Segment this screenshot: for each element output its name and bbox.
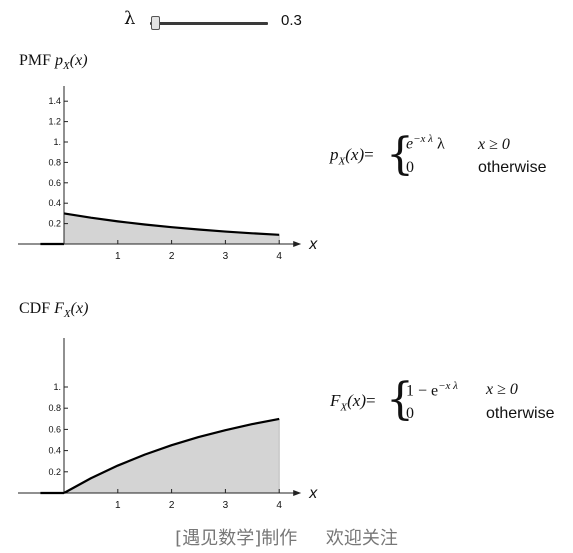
cdf-chart: 1 2 3 4 x 0.2 0.4 0.6 0.8 1.	[18, 338, 318, 511]
pmf-case1-tail: λ	[436, 135, 445, 153]
area-fill-1	[64, 418, 280, 493]
y-tick-label-0-6: 1.4	[48, 96, 61, 106]
area-fill-0	[64, 213, 280, 244]
y-tick-label-1-1: 0.4	[48, 446, 61, 456]
cdf-title-sub: X	[63, 308, 71, 321]
pmf-case2-cond: otherwise	[478, 159, 547, 176]
y-tick-label-1-4: 1.	[53, 382, 61, 392]
x-tick-label-0-3: 4	[276, 251, 282, 262]
lambda-value: 0.3	[281, 12, 302, 29]
pmf-case1-exp: −x λ	[413, 133, 433, 145]
x-axis-label-1: x	[308, 485, 318, 502]
cdf-case1-expr: 1 − e	[406, 382, 439, 400]
cdf-title-arg: (x)	[70, 300, 89, 317]
pmf-case1-expr: e	[406, 135, 414, 153]
y-tick-label-1-2: 0.6	[48, 424, 61, 434]
x-axis-arrow-1	[293, 490, 302, 496]
cdf-title: CDF FX(x)	[19, 300, 88, 321]
cdf-case2-cond: otherwise	[486, 405, 555, 422]
pmf-title-fn: p	[55, 52, 64, 69]
pmf-title-prefix: PMF	[19, 52, 52, 69]
footer-credit: [遇见数学]制作 欢迎关注	[175, 528, 398, 549]
pmf-case2-expr: 0	[406, 159, 414, 176]
y-tick-label-0-0: 0.2	[48, 219, 61, 229]
cdf-case1-cond: x ≥ 0	[486, 381, 518, 398]
x-tick-label-0-2: 3	[223, 251, 229, 262]
pmf-chart: 1 2 3 4 x 0.2 0.4 0.6 0.8 1. 1.2 1.4	[18, 86, 318, 262]
x-tick-label-1-2: 3	[223, 500, 229, 511]
y-tick-label-1-3: 0.8	[48, 403, 61, 413]
cdf-case1-exp: −x λ	[438, 380, 458, 392]
curve-line-0	[63, 212, 280, 236]
y-tick-label-0-4: 1.	[53, 137, 61, 147]
cdf-title-fn: F	[54, 300, 64, 317]
lambda-slider-thumb[interactable]	[151, 16, 161, 30]
pmf-title-arg: (x)	[69, 52, 88, 69]
lambda-label: λ	[124, 8, 136, 29]
pmf-title-sub: X	[63, 60, 70, 73]
x-axis-label-0: x	[308, 236, 318, 253]
cdf-case2-expr: 0	[406, 405, 414, 422]
y-tick-label-0-3: 0.8	[48, 157, 61, 167]
y-tick-label-1-0: 0.2	[48, 467, 61, 477]
y-tick-label-0-1: 0.4	[48, 198, 61, 208]
x-tick-label-1-3: 4	[276, 500, 282, 511]
pmf-title: PMF pX(x)	[19, 52, 88, 73]
lambda-slider-track[interactable]	[150, 22, 268, 25]
x-tick-label-0-0: 1	[115, 251, 121, 262]
x-axis-arrow-0	[293, 241, 302, 247]
y-tick-label-0-5: 1.2	[48, 117, 61, 127]
pmf-case1-cond: x ≥ 0	[478, 136, 510, 153]
x-tick-label-1-0: 1	[115, 500, 121, 511]
curve-line-1	[63, 417, 280, 494]
x-tick-label-0-1: 2	[169, 251, 175, 262]
y-tick-label-0-2: 0.6	[48, 178, 61, 188]
cdf-title-prefix: CDF	[19, 300, 51, 317]
x-tick-label-1-1: 2	[169, 500, 175, 511]
